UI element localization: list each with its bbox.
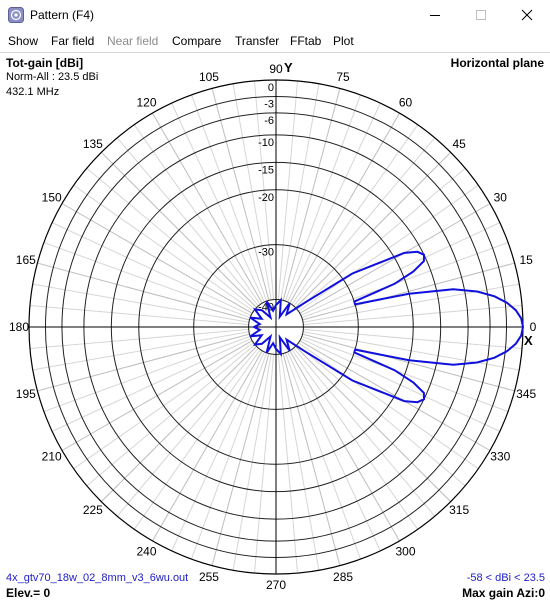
- x-axis-letter: X: [524, 333, 533, 348]
- menu-near-field: Near field: [107, 34, 159, 48]
- max-gain-label: Max gain Azi:0: [462, 586, 545, 600]
- ring-label: -20: [258, 192, 274, 204]
- title-bar: Pattern (F4): [0, 0, 550, 30]
- angle-label: 15: [519, 253, 533, 267]
- angle-label: 90: [269, 62, 283, 76]
- menu-fftab[interactable]: FFtab: [290, 34, 322, 48]
- polar-chart: 0-3-6-10-15-20-30-40 0153045607590105120…: [9, 60, 537, 592]
- gain-pattern-line: [249, 250, 525, 404]
- plane-label: Horizontal plane: [450, 56, 544, 70]
- close-icon: [521, 9, 533, 21]
- angle-label: 345: [516, 387, 536, 401]
- angle-label: 135: [83, 137, 103, 151]
- angle-labels: 0 15 30 45 60 75 90 105 120 135 150 165 180 195 210 225…: [9, 62, 537, 592]
- minimize-button[interactable]: [412, 0, 458, 30]
- norm-label: Norm-All : 23.5 dBi: [6, 71, 99, 83]
- y-axis-letter: Y: [284, 60, 293, 75]
- window-title: Pattern (F4): [30, 8, 95, 22]
- gain-label: Tot-gain [dBi]: [6, 56, 84, 70]
- menu-plot[interactable]: Plot: [333, 34, 354, 48]
- angle-label: 60: [399, 96, 413, 110]
- ring-label: 0: [268, 82, 274, 94]
- angle-label: 210: [42, 450, 62, 464]
- angle-label: 120: [136, 96, 156, 110]
- menu-compare[interactable]: Compare: [172, 34, 222, 48]
- frequency-label: 432.1 MHz: [6, 86, 60, 98]
- angle-label: 45: [452, 137, 466, 151]
- ring-label: -3: [264, 98, 274, 110]
- angle-label: 225: [83, 503, 103, 517]
- angle-label: 30: [494, 191, 508, 205]
- pattern-plot-area: Tot-gain [dBi] Norm-All : 23.5 dBi 432.1…: [0, 52, 550, 600]
- maximize-button[interactable]: [458, 0, 504, 30]
- angle-label: 300: [395, 544, 415, 558]
- angle-label: 315: [449, 503, 469, 517]
- angle-label: 330: [490, 450, 510, 464]
- ring-label: -15: [258, 164, 274, 176]
- filename-label: 4x_gtv70_18w_02_8mm_v3_6wu.out: [6, 572, 189, 584]
- scale-range-label: -58 < dBi < 23.5: [466, 572, 545, 584]
- ring-label: -6: [264, 115, 274, 127]
- angle-label: 255: [199, 570, 219, 584]
- menu-far-field[interactable]: Far field: [51, 34, 95, 48]
- angle-label: 285: [333, 570, 353, 584]
- angle-label: 270: [266, 578, 286, 592]
- app-icon: [8, 7, 24, 23]
- maximize-icon: [476, 10, 486, 20]
- angle-label: 150: [42, 191, 62, 205]
- angle-label: 0: [530, 320, 537, 334]
- menu-show[interactable]: Show: [8, 34, 39, 48]
- ring-label: -30: [258, 247, 274, 259]
- angle-label: 165: [16, 253, 36, 267]
- minimize-icon: [430, 15, 440, 16]
- ring-labels: 0-3-6-10-15-20-30-40: [258, 82, 274, 314]
- angle-label: 195: [16, 387, 36, 401]
- menu-transfer[interactable]: Transfer: [235, 34, 280, 48]
- angle-label: 180: [9, 320, 29, 334]
- angle-label: 75: [336, 70, 350, 84]
- close-button[interactable]: [504, 0, 550, 30]
- polar-grid: [28, 79, 524, 575]
- angle-label: 105: [199, 70, 219, 84]
- angle-label: 240: [136, 544, 156, 558]
- elevation-label: Elev.= 0: [6, 586, 51, 600]
- menu-bar: Show Far field Near field Compare Transf…: [0, 31, 550, 51]
- ring-label: -10: [258, 137, 274, 149]
